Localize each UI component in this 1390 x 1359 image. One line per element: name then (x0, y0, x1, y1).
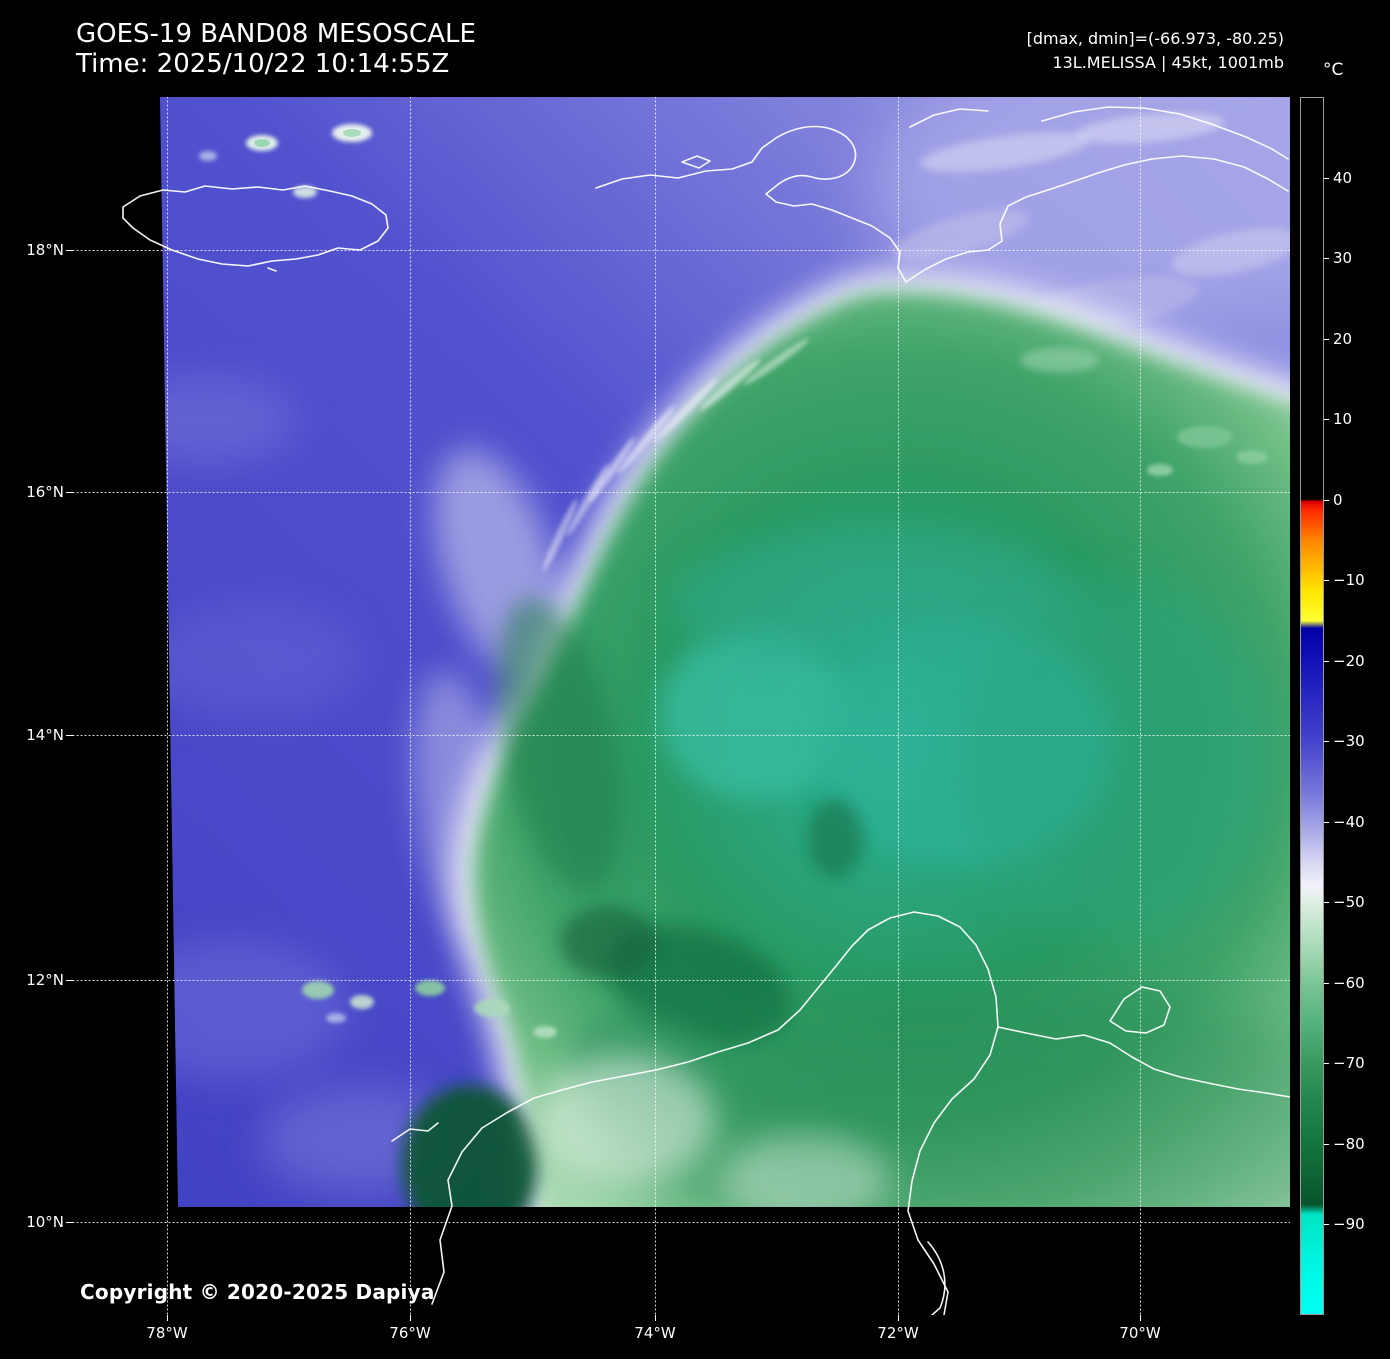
coastlines (122, 106, 1290, 1315)
tick-mark (1324, 177, 1329, 179)
tick-mark (1324, 901, 1329, 903)
tick-mark (1324, 499, 1329, 501)
colorbar-tick: −20 (1324, 652, 1365, 670)
tick-mark (1324, 740, 1329, 742)
colorbar-unit-label: °C (1323, 60, 1344, 80)
dmax-dmin-readout: [dmax, dmin]=(-66.973, -80.25) (1026, 29, 1284, 48)
colorbar-tick: 0 (1324, 491, 1343, 509)
figure-header-right: [dmax, dmin]=(-66.973, -80.25) 13L.MELIS… (1027, 27, 1284, 75)
lon-label-78w: 78°W (146, 1324, 188, 1342)
axis-tick-marks (66, 250, 1141, 1321)
tick-mark (1324, 418, 1329, 420)
figure-time: Time: 2025/10/22 10:14:55Z (76, 49, 450, 79)
tick-mark (1324, 579, 1329, 581)
colorbar-tick: −50 (1324, 893, 1365, 911)
colorbar-tick: −70 (1324, 1054, 1365, 1072)
figure-title: GOES-19 BAND08 MESOSCALE (76, 19, 476, 49)
lon-label-70w: 70°W (1119, 1324, 1161, 1342)
colorbar-tick: −30 (1324, 732, 1365, 750)
storm-imagery (160, 97, 1290, 1207)
lon-label-74w: 74°W (634, 1324, 676, 1342)
colorbar-tick: 40 (1324, 169, 1352, 187)
colorbar-tick: 20 (1324, 330, 1352, 348)
lat-label-16n: 16°N (26, 483, 64, 501)
lon-label-76w: 76°W (389, 1324, 431, 1342)
tick-mark (1324, 982, 1329, 984)
grid-lines (73, 97, 1290, 1315)
colorbar-tick: −80 (1324, 1135, 1365, 1153)
tick-mark (1324, 338, 1329, 340)
tick-mark (1324, 821, 1329, 823)
colorbar-tick: 10 (1324, 410, 1352, 428)
storm-info-readout: 13L.MELISSA | 45kt, 1001mb (1052, 53, 1284, 72)
colorbar-tick: −60 (1324, 974, 1365, 992)
colorbar (1300, 97, 1324, 1315)
lat-label-18n: 18°N (26, 241, 64, 259)
tick-mark (1324, 660, 1329, 662)
tick-mark (1324, 257, 1329, 259)
tick-mark (1324, 1062, 1329, 1064)
colorbar-tick: −40 (1324, 813, 1365, 831)
lat-label-14n: 14°N (26, 726, 64, 744)
colorbar-tick: −90 (1324, 1215, 1365, 1233)
lat-label-12n: 12°N (26, 971, 64, 989)
colorbar-tick: −10 (1324, 571, 1365, 589)
lat-label-10n: 10°N (26, 1213, 64, 1231)
tick-mark (1324, 1223, 1329, 1225)
copyright-notice: Copyright © 2020-2025 Dapiya (80, 1280, 435, 1304)
figure-header: GOES-19 BAND08 MESOSCALE Time: 2025/10/2… (76, 19, 476, 79)
lon-label-72w: 72°W (877, 1324, 919, 1342)
tick-mark (1324, 1143, 1329, 1145)
colorbar-tick: 30 (1324, 249, 1352, 267)
